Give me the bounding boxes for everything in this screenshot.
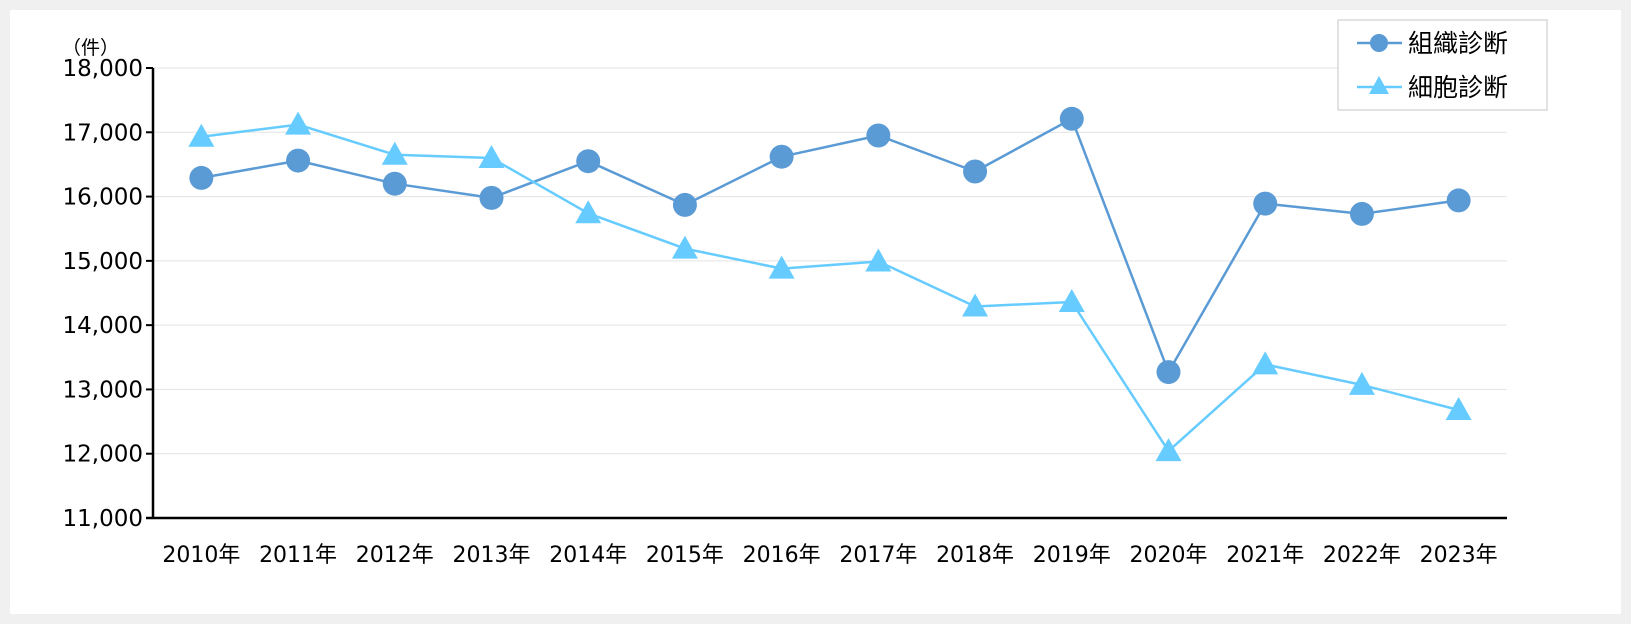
data-point-series-2-9 (1058, 289, 1085, 312)
gridlines (153, 67, 1507, 455)
data-point-series-1-5 (672, 192, 697, 217)
data-point-series-1-3 (479, 185, 504, 210)
x-tick-label-10: 2020年 (1130, 543, 1208, 568)
data-point-series-1-13 (1446, 188, 1471, 213)
y-tick-label-13000: 13,000 (63, 377, 143, 403)
x-tick-label-5: 2015年 (646, 543, 724, 568)
x-tick-label-7: 2017年 (839, 543, 917, 568)
legend-label-series-2: 細胞診断 (1408, 73, 1508, 102)
axes: 11,000 12,000 13,000 14,000 15,000 16,000 17,0… (63, 56, 1507, 568)
legend-box (1337, 19, 1548, 111)
x-tick-label-6: 2016年 (743, 543, 821, 568)
data-point-series-1-9 (1059, 106, 1084, 131)
data-point-series-1-0 (189, 165, 214, 190)
x-tick-label-4: 2014年 (549, 543, 627, 568)
data-point-series-1-11 (1253, 191, 1278, 216)
data-point-series-1-10 (1156, 360, 1181, 385)
data-point-series-2-1 (285, 111, 312, 135)
y-unit-label: （件） (62, 37, 119, 59)
data-point-series-2-12 (1348, 371, 1375, 395)
data-point-series-1-12 (1349, 201, 1374, 226)
x-tick-label-8: 2018年 (936, 543, 1014, 568)
data-point-series-2-3 (478, 145, 505, 168)
series-layer (188, 106, 1472, 462)
data-point-series-2-7 (865, 248, 892, 272)
data-point-series-1-7 (866, 123, 891, 148)
x-tick-label-12: 2022年 (1323, 543, 1401, 568)
y-tick-label-11000: 11,000 (63, 506, 143, 532)
data-point-series-1-8 (963, 159, 988, 184)
data-point-series-2-11 (1252, 351, 1279, 375)
chart-frame: 11,000 12,000 13,000 14,000 15,000 16,000 17,0… (10, 10, 1621, 614)
line-chart: 11,000 12,000 13,000 14,000 15,000 16,000 17,0… (62, 19, 1548, 568)
x-tick-label-1: 2011年 (259, 543, 337, 568)
data-point-series-2-5 (671, 235, 698, 259)
y-tick-label-16000: 16,000 (63, 185, 143, 211)
data-point-series-2-2 (381, 141, 408, 165)
x-tick-label-11: 2021年 (1226, 543, 1304, 568)
legend-label-series-1: 組織診断 (1408, 29, 1508, 58)
legend-marker-circle (1370, 34, 1388, 52)
data-point-series-1-6 (769, 144, 794, 169)
y-tick-label-15000: 15,000 (63, 249, 143, 275)
data-point-series-1-4 (576, 149, 601, 174)
data-point-series-2-0 (188, 123, 215, 147)
x-tick-label-9: 2019年 (1033, 543, 1111, 568)
data-point-series-2-6 (768, 255, 795, 279)
data-point-series-2-10 (1155, 438, 1182, 462)
y-tick-label-12000: 12,000 (63, 442, 143, 468)
data-point-series-1-2 (382, 171, 407, 196)
series-line-2 (201, 123, 1459, 453)
data-point-series-1-1 (286, 148, 311, 173)
data-point-series-2-13 (1445, 397, 1472, 420)
x-tick-label-0: 2010年 (162, 543, 240, 568)
series-line-1 (201, 117, 1459, 374)
x-tick-label-13: 2023年 (1420, 543, 1498, 568)
x-tick-label-3: 2013年 (453, 543, 531, 568)
x-tick-label-2: 2012年 (356, 543, 434, 568)
legend: 組織診断 細胞診断 (1337, 19, 1548, 111)
y-tick-label-17000: 17,000 (63, 120, 143, 146)
y-tick-label-14000: 14,000 (63, 313, 143, 339)
y-tick-label-18000: 18,000 (63, 56, 143, 82)
data-point-series-2-4 (575, 200, 602, 224)
legend-marker-triangle (1369, 76, 1389, 94)
data-point-series-2-8 (962, 293, 989, 317)
